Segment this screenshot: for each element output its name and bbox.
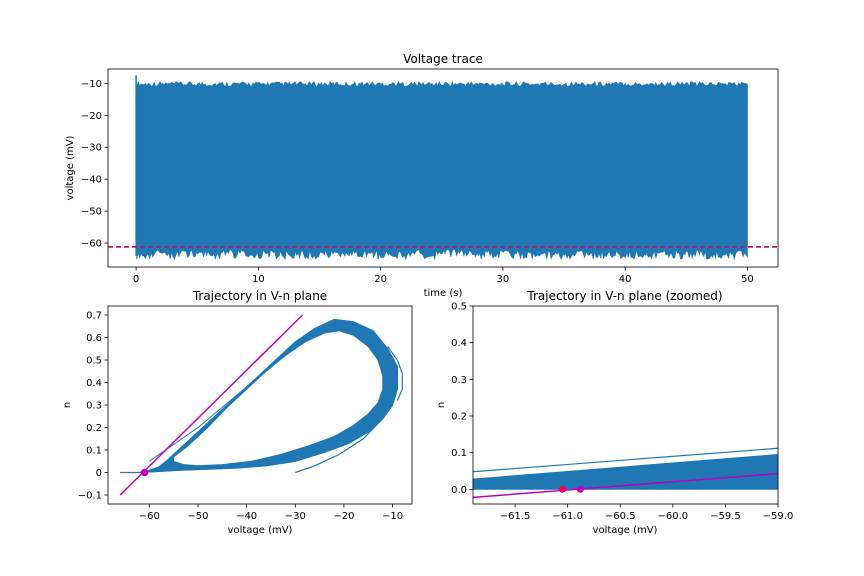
limit-cycle-band [120,318,398,473]
x-tick-label: 30 [497,274,510,285]
y-tick-label: 0.3 [86,401,102,412]
vn-plane-zoomed-title: Trajectory in V-n plane (zoomed) [526,289,722,303]
y-tick-label: −30 [81,143,102,154]
x-tick-label: −59.5 [710,511,741,522]
y-tick-label: 0.4 [86,378,102,389]
x-tick-label: −30 [285,511,306,522]
vn-plane-title: Trajectory in V-n plane [192,289,327,303]
x-tick-label: −60.0 [657,511,688,522]
y-tick-label: 0.1 [451,448,467,459]
fixed-point-marker [140,468,149,477]
vn-plane-panel: Trajectory in V-n plane −60 −50 −40 −30 −20−… [62,289,413,536]
vn-plane-plot-area [119,314,403,496]
vn-plane-zoomed-frame [472,305,779,505]
voltage-trace-x-label: time (s) [424,288,463,299]
nullcline-line-zoomed [472,472,779,499]
x-tick-label: −60.5 [605,511,636,522]
vn-plane-zoomed-plot-area [472,447,779,499]
voltage-oscillation-band [136,80,748,261]
limit-cycle-outer-trace [120,318,398,474]
fixed-point-marker [576,485,584,493]
voltage-trace-x-ticks: 0 10 20 30 40 50 [133,267,754,285]
outer-swirl-trace [387,346,403,401]
voltage-trace-plot-area [108,75,778,261]
y-tick-label: 0.0 [451,485,467,496]
vn-plane-zoomed-y-label: n [436,402,447,408]
voltage-trace-panel: Voltage trace 0 10 20 30 40 50 −60 −50 −40 −30 −2… [65,52,779,299]
y-tick-label: 0.2 [86,423,102,434]
x-tick-label: −10 [382,511,403,522]
vn-plane-zoomed-panel: Trajectory in V-n plane (zoomed) −61.5 −6… [436,289,793,536]
vn-plane-y-label: n [62,402,73,408]
x-tick-label: 50 [741,274,754,285]
y-tick-label: 0 [96,468,102,479]
x-tick-label: −50 [187,511,208,522]
vn-plane-zoomed-x-ticks: −61.5 −61.0 −60.5 −60.0 −59.5 −59.0 [500,504,794,522]
y-tick-label: 0.3 [451,375,467,386]
x-tick-label: 40 [619,274,632,285]
fixed-point-marker [558,485,566,493]
x-tick-label: −59.0 [763,511,794,522]
nullcline-line [119,314,304,496]
y-tick-label: 0.2 [451,412,467,423]
y-tick-label: −40 [81,175,102,186]
x-tick-label: −61.5 [500,511,531,522]
edge-trajectory [149,346,296,462]
y-tick-label: −10 [81,79,102,90]
y-tick-label: 0.1 [86,446,102,457]
vn-plane-zoomed-y-ticks: 0.0 0.1 0.2 0.3 0.4 0.5 [451,302,473,496]
x-tick-label: 20 [374,274,387,285]
y-tick-label: −0.1 [78,491,102,502]
y-tick-label: −60 [81,239,102,250]
x-tick-label: −60 [139,511,160,522]
vn-plane-zoomed-x-label: voltage (mV) [593,525,658,536]
x-tick-label: −40 [236,511,257,522]
x-tick-label: −20 [333,511,354,522]
y-tick-label: 0.4 [451,338,467,349]
y-tick-label: −50 [81,207,102,218]
y-tick-label: 0.5 [86,356,102,367]
y-tick-label: 0.6 [86,333,102,344]
y-tick-label: 0.5 [451,302,467,313]
upper-trajectory-zoomed [472,447,779,473]
transient-trajectory [295,404,393,474]
voltage-trace-frame [107,68,779,268]
voltage-trace-title: Voltage trace [403,52,483,66]
x-tick-label: 0 [133,274,139,285]
vn-plane-x-ticks: −60 −50 −40 −30 −20 −10 [139,504,403,522]
voltage-trace-y-label: voltage (mV) [65,135,76,200]
x-tick-label: −61.0 [552,511,583,522]
vn-plane-y-ticks: −0.1 0 0.1 0.2 0.3 0.4 0.5 0.6 0.7 [78,311,108,502]
y-tick-label: 0.7 [86,311,102,322]
y-tick-label: −20 [81,111,102,122]
voltage-trace-y-ticks: −60 −50 −40 −30 −20 −10 [81,79,108,250]
vn-plane-x-label: voltage (mV) [228,525,293,536]
x-tick-label: 10 [252,274,265,285]
